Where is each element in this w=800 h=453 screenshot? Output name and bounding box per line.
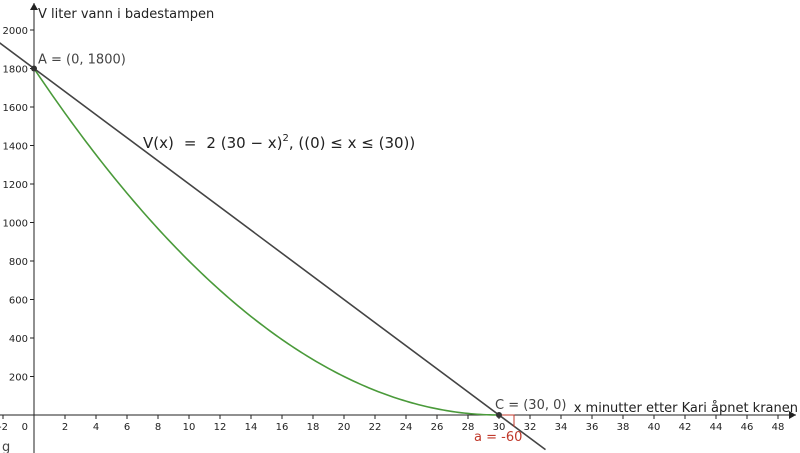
y-tick-label: 1400 (3, 142, 28, 153)
curve-v (33, 68, 500, 416)
x-tick-label: 32 (524, 422, 537, 433)
y-tick-label: 600 (9, 296, 28, 307)
y-axis-label: V liter vann i badestampen (38, 7, 214, 22)
slope-label: a = -60 (474, 430, 522, 445)
x-tick-label: 34 (555, 422, 568, 433)
x-tick-label: 18 (307, 422, 320, 433)
x-tick-label: 28 (462, 422, 475, 433)
function-formula-label: V(x) = 2 (30 − x)2, ((0) ≤ x ≤ (30)) (143, 133, 415, 152)
formula-lhs: V(x) (143, 134, 174, 152)
x-tick-label: 44 (710, 422, 723, 433)
y-tick-label: 200 (9, 373, 28, 384)
x-tick-label: 8 (155, 422, 161, 433)
point-c-label: C = (30, 0) (495, 398, 566, 413)
formula-exponent: 2 (283, 133, 289, 144)
formula-equals: = (184, 134, 197, 152)
y-tick-label: 2000 (3, 26, 28, 37)
point-a (31, 65, 37, 72)
points-layer (31, 65, 502, 418)
y-tick-label: 400 (9, 334, 28, 345)
x-axis-arrow (789, 411, 796, 419)
x-tick-label: 14 (245, 422, 258, 433)
line-g-label: g (2, 440, 10, 453)
line-g (0, 42, 546, 451)
formula-rhs-base: 2 (30 − x) (206, 134, 282, 152)
y-tick-label: 1600 (3, 103, 28, 114)
x-axis-label: x minutter etter Kari åpnet kranen (574, 401, 798, 416)
x-axis-ticks: -224681012141618202224262830323436384042… (0, 415, 784, 433)
point-a-label: A = (0, 1800) (38, 53, 126, 68)
y-tick-label: 1000 (3, 219, 28, 230)
x-tick-label: 12 (214, 422, 227, 433)
x-tick-label: 42 (679, 422, 692, 433)
axes (0, 3, 796, 453)
x-tick-label: 46 (741, 422, 754, 433)
x-tick-label: 48 (772, 422, 785, 433)
x-tick-label: 38 (617, 422, 630, 433)
x-tick-label: 10 (183, 422, 196, 433)
x-tick-label: 16 (276, 422, 289, 433)
x-tick-label: 24 (400, 422, 413, 433)
x-tick-label: 22 (369, 422, 382, 433)
slope-triangle (499, 414, 515, 427)
x-tick-label: 4 (93, 422, 99, 433)
x-tick-label: 20 (338, 422, 351, 433)
y-axis-arrow (30, 3, 38, 10)
y-tick-label: 1200 (3, 180, 28, 191)
origin-label: 0 (22, 422, 28, 433)
x-tick-label: 30 (493, 422, 506, 433)
x-tick-label: 36 (586, 422, 599, 433)
x-tick-label: 6 (124, 422, 130, 433)
y-tick-label: 1800 (3, 65, 28, 76)
y-axis-ticks: 200 400 600 800 1000 1200 1400 1600 1800 2000 (3, 26, 34, 384)
series-layer (0, 42, 546, 451)
labels-layer: V liter vann i badestampen x minutter et… (2, 7, 798, 453)
x-tick-label: 40 (648, 422, 661, 433)
x-tick-label: 26 (431, 422, 444, 433)
point-c (496, 412, 502, 418)
x-tick-label: 2 (62, 422, 68, 433)
formula-domain: , ((0) ≤ x ≤ (30)) (289, 134, 415, 152)
y-tick-label: 800 (9, 257, 28, 268)
x-tick-label: -2 (0, 422, 8, 433)
